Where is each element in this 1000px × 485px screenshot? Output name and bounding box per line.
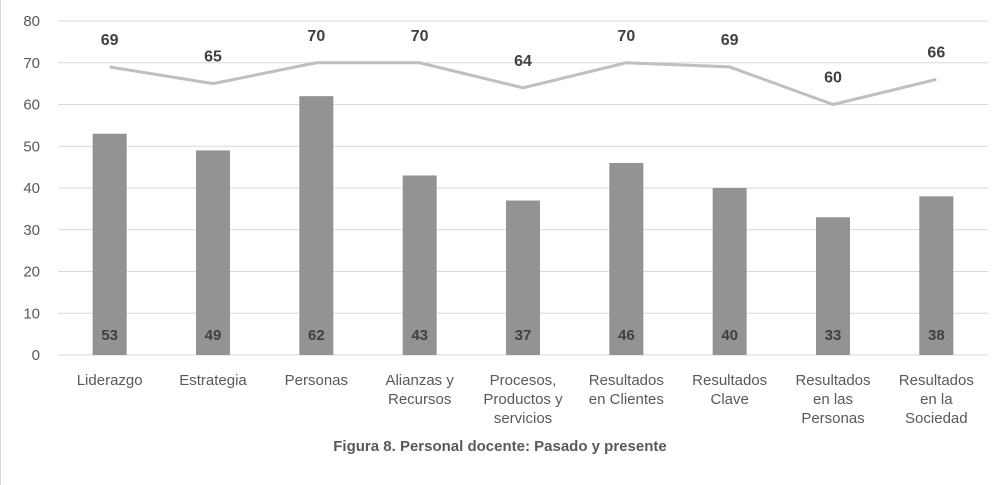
- line-value-label: 60: [824, 70, 842, 87]
- bar-value-label: 43: [411, 327, 428, 344]
- line-value-label: 70: [617, 28, 635, 45]
- y-tick-label: 10: [23, 305, 40, 322]
- x-tick-label: Personas: [285, 372, 348, 389]
- x-tick-label: en la: [920, 391, 953, 408]
- bar: [196, 150, 230, 355]
- bar: [712, 188, 747, 355]
- y-tick-label: 20: [23, 264, 40, 281]
- line-value-label: 69: [101, 32, 119, 49]
- bar: [919, 196, 954, 355]
- x-tick-label: en las: [813, 391, 853, 408]
- y-tick-label: 60: [23, 97, 40, 114]
- bar: [506, 200, 540, 355]
- x-tick-label: Resultados: [899, 372, 974, 389]
- x-tick-label: Procesos,: [490, 372, 557, 389]
- x-tick-label: Productos y: [483, 391, 563, 408]
- line-value-label: 70: [307, 28, 325, 45]
- x-tick-label: Resultados: [589, 372, 664, 389]
- x-tick-label: Clave: [710, 391, 748, 408]
- bar-value-label: 38: [928, 327, 945, 344]
- bar: [299, 96, 334, 356]
- line-value-label: 64: [514, 53, 532, 70]
- x-tick-label: Resultados: [692, 372, 767, 389]
- bar: [816, 217, 850, 355]
- line-value-label: 69: [721, 32, 739, 49]
- y-tick-label: 70: [23, 55, 40, 72]
- series-line: [109, 61, 937, 106]
- y-tick-label: 30: [23, 222, 40, 239]
- x-tick-label: en Clientes: [589, 391, 664, 408]
- x-tick-label: Resultados: [795, 372, 870, 389]
- y-tick-label: 0: [32, 347, 40, 364]
- bar-value-label: 40: [721, 327, 738, 344]
- bar-value-label: 62: [308, 327, 325, 344]
- figure-caption: Figura 8. Personal docente: Pasado y pre…: [333, 438, 667, 455]
- bar-value-label: 46: [618, 327, 635, 344]
- x-tick-label: Sociedad: [905, 410, 968, 427]
- bar: [402, 175, 437, 355]
- x-tick-label: Personas: [801, 410, 864, 427]
- bar: [609, 162, 644, 355]
- x-tick-label: Recursos: [388, 391, 451, 408]
- line-value-label: 66: [927, 44, 945, 61]
- bar-value-label: 53: [101, 327, 118, 344]
- line-value-label: 70: [411, 28, 429, 45]
- bar: [92, 133, 127, 355]
- x-tick-label: Estrategia: [179, 372, 247, 389]
- y-tick-label: 50: [23, 138, 40, 155]
- line-value-label: 65: [204, 49, 222, 66]
- chart-frame-edge: [0, 0, 1, 485]
- y-tick-label: 40: [23, 180, 40, 197]
- bar-value-label: 33: [825, 327, 842, 344]
- x-tick-label: servicios: [494, 410, 552, 427]
- bar-value-label: 37: [515, 327, 532, 344]
- x-tick-label: Alianzas y: [385, 372, 454, 389]
- y-tick-label: 80: [23, 13, 40, 30]
- x-tick-label: Liderazgo: [77, 372, 143, 389]
- bar-value-label: 49: [205, 327, 222, 344]
